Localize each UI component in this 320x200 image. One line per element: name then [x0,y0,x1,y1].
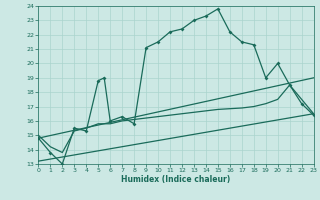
X-axis label: Humidex (Indice chaleur): Humidex (Indice chaleur) [121,175,231,184]
